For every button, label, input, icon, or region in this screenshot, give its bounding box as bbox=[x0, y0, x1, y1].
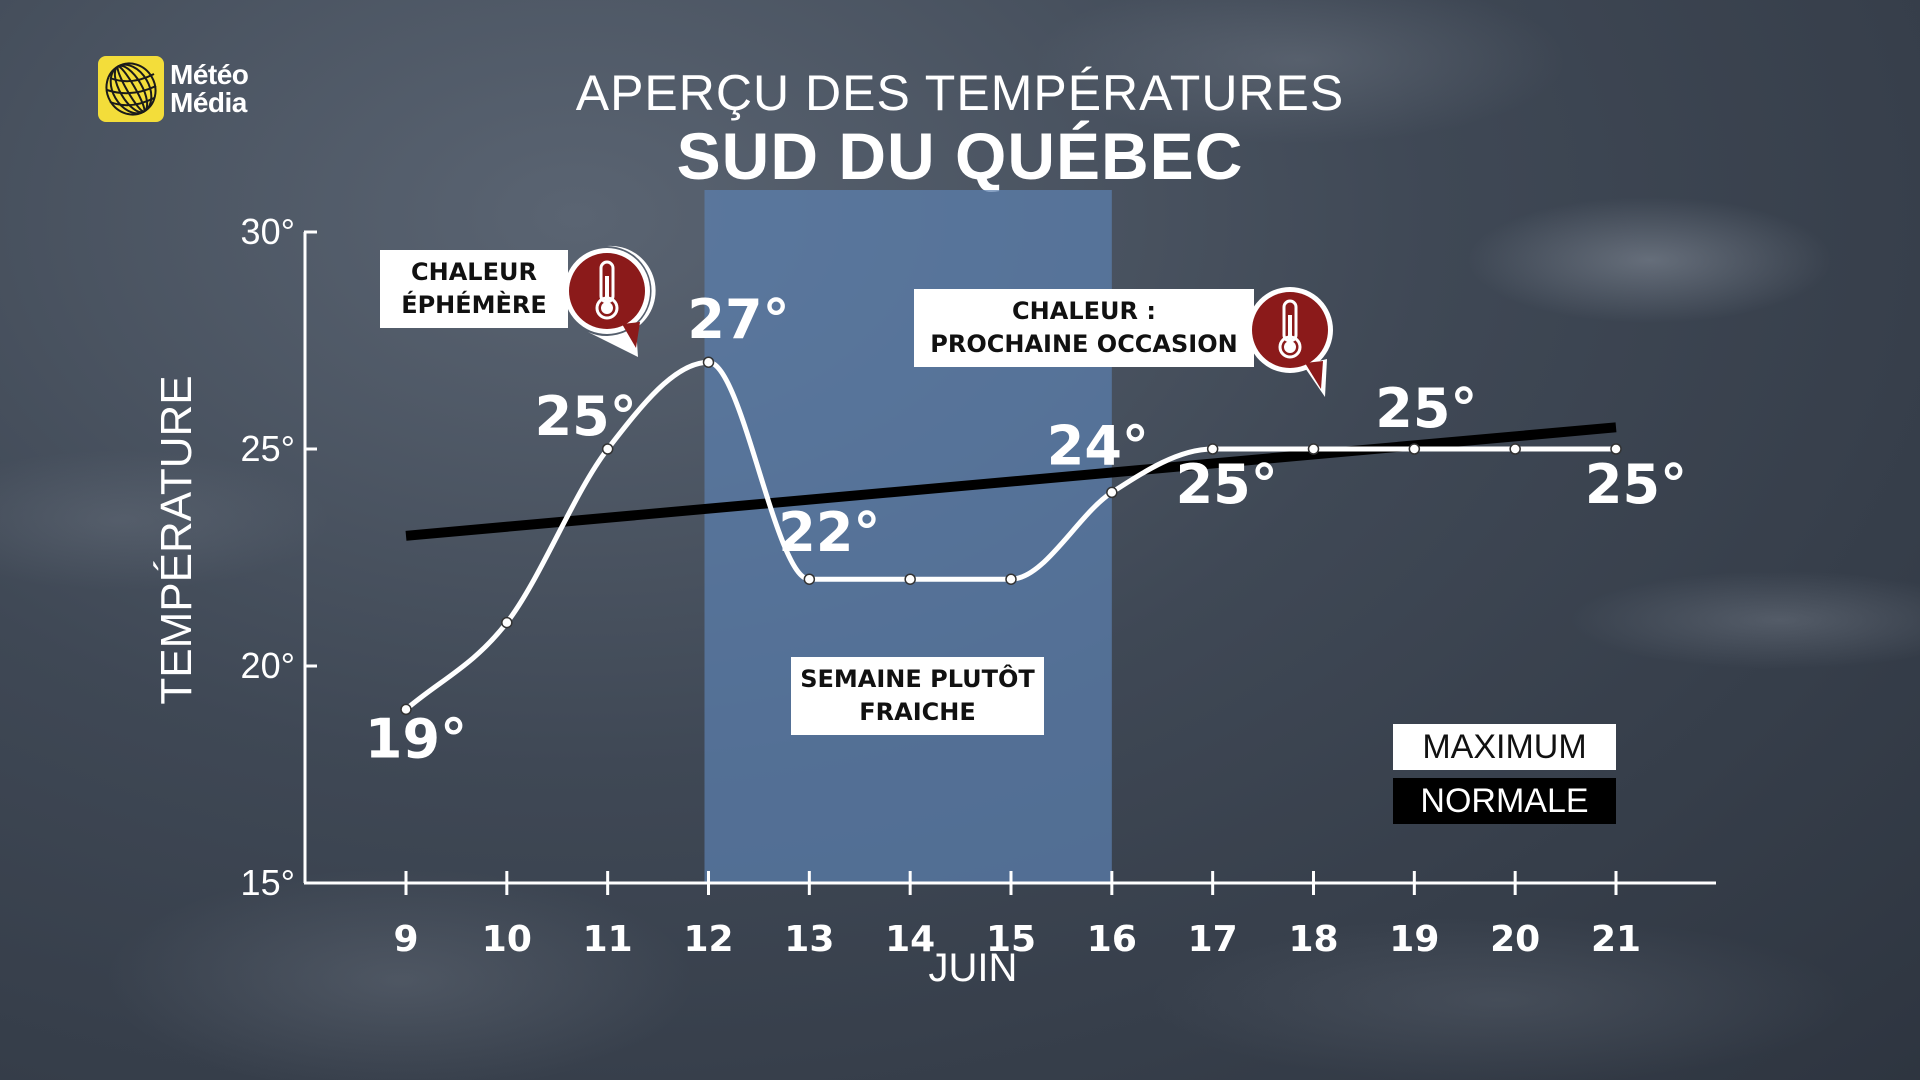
y-tick-label: 15° bbox=[241, 862, 295, 903]
logo-line1: Météo bbox=[170, 59, 249, 90]
thermometer-icon bbox=[564, 245, 656, 357]
callout-chaleur-ephemere: CHALEUR ÉPHÉMÈRE bbox=[380, 250, 568, 328]
maximum-line bbox=[404, 359, 1616, 712]
x-tick-label: 17 bbox=[1188, 919, 1238, 960]
y-tick-label: 30° bbox=[241, 211, 295, 252]
maximum-series bbox=[400, 356, 1622, 716]
data-point bbox=[601, 443, 614, 455]
data-label: 25° bbox=[535, 385, 637, 448]
x-tick-label: 14 bbox=[885, 919, 935, 960]
y-tick-label: 25° bbox=[241, 428, 295, 469]
x-tick-label: 19 bbox=[1389, 919, 1439, 960]
logo-line2: Média bbox=[170, 87, 247, 118]
data-label: 22° bbox=[778, 501, 880, 564]
data-label: 19° bbox=[365, 707, 467, 770]
legend: MAXIMUM NORMALE bbox=[1393, 724, 1616, 824]
callout-line: SEMAINE PLUTÔT bbox=[800, 665, 1035, 693]
x-tick-label: 10 bbox=[482, 919, 532, 960]
meteomedia-logo-icon bbox=[98, 56, 164, 122]
callout-line: PROCHAINE OCCASION bbox=[930, 330, 1238, 358]
data-point bbox=[501, 616, 513, 629]
legend-normale: NORMALE bbox=[1393, 778, 1616, 824]
x-tick-label: 12 bbox=[683, 919, 733, 960]
data-point bbox=[400, 703, 412, 716]
chart-ticks: 15° 20° 25° 30° 9 10 11 12 13 14 15 16 17 18 19 20 21 bbox=[241, 211, 1642, 960]
data-label: 25° bbox=[1176, 453, 1278, 516]
data-point bbox=[1307, 443, 1320, 455]
x-tick-label: 15 bbox=[986, 919, 1036, 960]
x-tick-label: 13 bbox=[784, 919, 834, 960]
data-point bbox=[1408, 443, 1421, 455]
chart-subtitle: SUD DU QUÉBEC bbox=[676, 119, 1244, 193]
legend-maximum: MAXIMUM bbox=[1393, 724, 1616, 770]
x-tick-label: 21 bbox=[1591, 919, 1641, 960]
data-point bbox=[1206, 443, 1219, 455]
y-axis-label: TEMPÉRATURE bbox=[152, 375, 201, 704]
data-label: 24° bbox=[1047, 414, 1149, 477]
data-point bbox=[1106, 486, 1118, 499]
callout-line: CHALEUR bbox=[411, 258, 537, 286]
data-labels: 19° 25° 27° 22° 24° 25° 25° 25° bbox=[365, 288, 1687, 770]
data-point bbox=[904, 573, 916, 585]
x-tick-label: 9 bbox=[393, 919, 418, 960]
callout-chaleur-prochaine: CHALEUR : PROCHAINE OCCASION bbox=[914, 289, 1254, 367]
x-axis-label: JUIN bbox=[929, 946, 1018, 990]
logo-text: Météo Média bbox=[170, 59, 249, 118]
x-tick-label: 16 bbox=[1087, 919, 1137, 960]
callout-line: ÉPHÉMÈRE bbox=[401, 291, 547, 319]
data-point bbox=[1610, 443, 1622, 455]
meteomedia-logo: Météo Média bbox=[98, 56, 249, 122]
y-tick-label: 20° bbox=[241, 645, 295, 686]
data-label: 25° bbox=[1585, 453, 1687, 516]
callout-line: FRAICHE bbox=[859, 698, 976, 726]
x-tick-label: 18 bbox=[1288, 919, 1338, 960]
data-point bbox=[803, 573, 816, 585]
callout-semaine-fraiche: SEMAINE PLUTÔT FRAICHE bbox=[791, 657, 1044, 735]
data-point bbox=[1005, 573, 1017, 585]
callout-line: CHALEUR : bbox=[1012, 297, 1156, 325]
data-label: 27° bbox=[687, 288, 789, 351]
thermometer-icon bbox=[1247, 287, 1333, 397]
data-label: 25° bbox=[1375, 377, 1477, 440]
data-point bbox=[702, 356, 715, 368]
data-point bbox=[1509, 443, 1521, 455]
chart-title: APERÇU DES TEMPÉRATURES bbox=[575, 65, 1345, 121]
x-tick-label: 11 bbox=[583, 919, 633, 960]
x-tick-label: 20 bbox=[1490, 919, 1540, 960]
